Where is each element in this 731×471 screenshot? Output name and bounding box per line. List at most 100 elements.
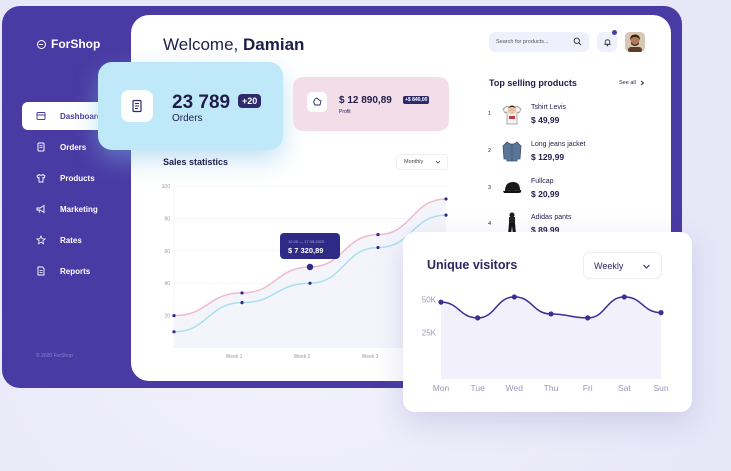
y-tick-label: 25K [422,328,437,337]
shirt-icon [36,173,46,183]
sales-area [174,198,446,348]
visitors-data-point [548,311,554,317]
product-name: Fullcap [531,178,554,185]
logo-icon [37,39,46,49]
y-tick-label: 60 [164,249,170,255]
top-selling-title: Top selling products [489,78,577,88]
x-tick-label: Sat [618,383,631,393]
cap-icon [501,176,523,200]
sidebar-item-label: Orders [60,142,87,152]
profit-value: $ 12 890,89 [339,95,392,106]
sales-tooltip: 10.05 — 17.05.2020 $ 7 320,89 [280,233,340,259]
megaphone-icon [36,204,46,214]
star-icon [36,235,46,245]
user-name: Damian [243,35,305,54]
tshirt-icon [501,102,523,126]
document-icon [36,266,46,276]
product-rank: 4 [488,221,492,227]
x-tick-label: Week 3 [362,354,379,360]
product-item[interactable]: 2 Long jeans jacket $ 129,99 [488,139,648,165]
see-all-label: See all [619,80,636,86]
notifications-button[interactable] [597,30,617,52]
chevron-down-icon [435,160,441,164]
x-tick-label: Mon [433,383,450,393]
product-name: Tshirt Levis [531,104,567,111]
product-rank: 3 [488,185,492,191]
visitors-period-value: Weekly [594,260,624,271]
y-tick-label: 50K [422,296,437,305]
app-logo[interactable]: ForShop [37,37,100,51]
app-name: ForShop [51,37,101,51]
x-tick-label: Tue [470,383,485,393]
dashboard-icon [36,111,46,121]
visitors-data-point [511,294,517,300]
search-placeholder: Search for products... [496,39,549,45]
sales-data-point [376,245,380,250]
visitors-area [441,296,661,379]
y-tick-label: 40 [164,281,170,287]
notification-dot [612,30,617,35]
sidebar-item-reports[interactable]: Reports [22,257,142,285]
product-price: $ 129,99 [531,152,565,162]
sales-data-point [172,314,176,318]
x-tick-label: Week 2 [294,354,311,360]
avatar[interactable] [625,32,645,52]
wallet-icon [307,92,327,112]
visitors-period-dropdown[interactable]: Weekly [583,252,662,279]
visitors-data-point [438,299,444,305]
visitors-chart: 50K 25K Mon Tue Wed Thu Fri Sat Sun [422,294,669,393]
sales-data-point [376,233,380,237]
y-tick-label: 20 [164,314,170,320]
sidebar-item-rates[interactable]: Rates [22,226,142,254]
orders-card[interactable]: 23 789 +20 Orders [98,62,283,150]
product-item[interactable]: 1 Tshirt Levis $ 49,99 [488,102,648,128]
sidebar-item-products[interactable]: Products [22,164,142,192]
profit-card[interactable]: $ 12 890,89 +$ 840,00 Profit [293,77,449,131]
sidebar-item-label: Products [60,173,95,183]
unique-visitors-card: Unique visitors Weekly 50K 25K Mon Tue Wed Th… [403,232,692,412]
unique-visitors-title: Unique visitors [427,258,518,272]
chevron-down-icon [643,264,650,269]
tooltip-range: 10.05 — 17.05.2020 [288,239,325,244]
tooltip-box [280,233,340,259]
sales-data-point [306,263,314,271]
sales-data-point [444,213,448,217]
welcome-text: Welcome, [163,35,239,54]
orders-label: Orders [172,113,203,124]
product-item[interactable]: 3 Fullcap $ 20,99 [488,176,648,202]
sales-data-point [308,281,312,285]
copyright-text: © 2020 ForShop [36,353,73,359]
x-tick-label: Week 1 [226,354,243,360]
product-name: Adidas pants [531,214,572,221]
x-tick-label: Wed [506,383,524,393]
see-all-link[interactable]: See all [619,80,645,86]
sales-data-point [240,301,244,305]
sidebar-item-marketing[interactable]: Marketing [22,195,142,223]
product-rank: 1 [488,111,492,117]
product-name: Long jeans jacket [531,141,586,148]
sales-period-dropdown[interactable]: Monthly [396,154,448,170]
product-rank: 2 [488,148,492,154]
product-price: $ 20,99 [531,189,560,199]
tooltip-value: $ 7 320,89 [288,246,323,255]
x-tick-label: Sun [653,383,668,393]
bell-icon [603,38,611,46]
search-input[interactable]: Search for products... [489,32,589,52]
sales-data-point [240,291,244,295]
sidebar-item-orders[interactable]: Orders [22,133,142,161]
visitors-data-point [475,315,481,321]
orders-icon [36,142,46,152]
visitors-data-point [658,310,664,316]
y-tick-label: 80 [164,216,170,222]
receipt-icon [121,90,153,122]
x-tick-label: Fri [583,383,593,393]
sales-data-point [172,330,176,334]
avatar-image [625,32,645,52]
sidebar-item-label: Reports [60,266,91,276]
orders-change-badge: +20 [238,94,262,108]
jacket-icon [501,139,523,163]
profit-label: Profit [339,109,351,115]
x-tick-label: Thu [544,383,559,393]
product-price: $ 49,99 [531,115,560,125]
search-icon[interactable] [573,37,582,46]
